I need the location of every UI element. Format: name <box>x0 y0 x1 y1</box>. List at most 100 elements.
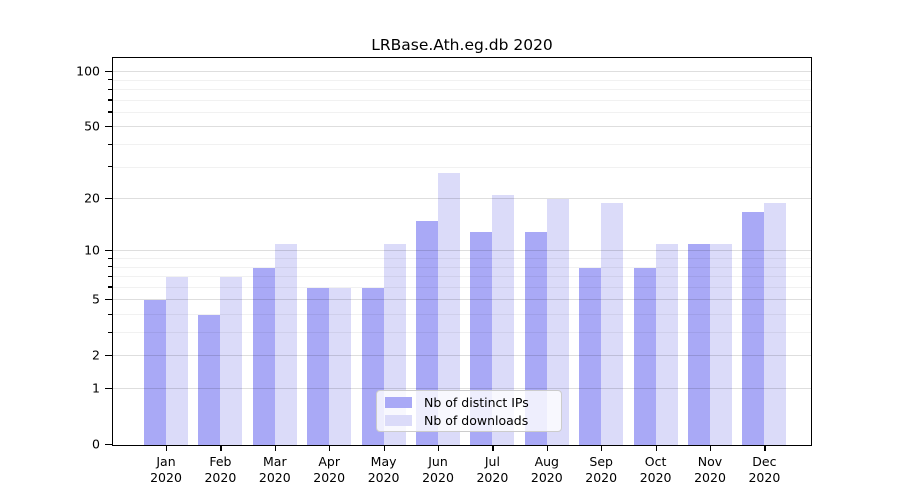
y-tick-mark <box>107 88 112 90</box>
y-tick-mark <box>107 79 112 81</box>
bar-downloads-sep <box>601 203 624 445</box>
gridline-minor <box>113 276 811 278</box>
bar-downloads-mar <box>274 244 297 445</box>
gridline-minor <box>113 314 811 315</box>
bar-downloads-feb <box>220 277 243 445</box>
y-tick-label: 2 <box>92 347 100 363</box>
y-tick-mark <box>104 70 112 73</box>
gridline-minor <box>113 79 811 81</box>
gridline-minor <box>113 89 811 91</box>
x-tick-mark <box>492 445 494 451</box>
legend: Nb of distinct IPs Nb of downloads <box>376 390 562 432</box>
x-tick-mark <box>601 445 603 451</box>
x-tick-label: Oct 2020 <box>639 454 672 485</box>
bar-distinct-ips-jan <box>144 300 166 445</box>
grid-layer <box>113 58 811 445</box>
y-tick-label: 100 <box>76 63 100 79</box>
x-tick-mark <box>166 445 168 451</box>
y-tick-mark <box>104 354 112 357</box>
bar-downloads-dec <box>764 203 787 445</box>
y-tick-label: 50 <box>84 118 100 134</box>
gridline-major <box>113 388 811 390</box>
x-tick-label: Dec 2020 <box>748 454 781 485</box>
legend-item-downloads: Nb of downloads <box>385 413 553 428</box>
x-tick-mark <box>764 445 766 451</box>
gridline-major <box>113 126 811 128</box>
x-tick-mark <box>655 445 657 451</box>
bar-distinct-ips-mar <box>252 267 275 445</box>
y-tick-mark <box>104 197 112 199</box>
bar-distinct-ips-nov <box>688 244 710 445</box>
gridline-minor <box>113 286 811 288</box>
x-tick-label: Jun 2020 <box>422 454 454 485</box>
bar-downloads-jan <box>166 277 188 445</box>
legend-item-distinct-ips: Nb of distinct IPs <box>385 395 553 410</box>
y-tick-mark <box>104 387 112 389</box>
gridline-major <box>113 198 811 200</box>
gridline-major <box>113 299 811 301</box>
legend-label-distinct-ips: Nb of distinct IPs <box>424 394 529 410</box>
x-tick-label: Feb 2020 <box>204 454 237 485</box>
legend-swatch-distinct-ips <box>385 396 412 408</box>
x-tick-label: May 2020 <box>367 454 400 485</box>
x-tick-mark <box>710 445 712 451</box>
x-tick-mark <box>438 445 440 451</box>
bar-distinct-ips-sep <box>579 267 602 445</box>
bar-distinct-ips-oct <box>633 267 656 445</box>
plot-area: Nb of distinct IPs Nb of downloads Jan 20… <box>76 57 812 485</box>
x-tick-mark <box>329 445 331 451</box>
y-tick-label: 5 <box>92 291 100 307</box>
y-tick-mark <box>107 143 112 145</box>
bar-downloads-nov <box>710 244 732 445</box>
bar-downloads-oct <box>655 244 678 445</box>
bar-downloads-jun <box>438 173 460 445</box>
x-tick-label: Nov 2020 <box>694 454 726 485</box>
gridline-minor <box>113 111 811 113</box>
bar-distinct-ips-dec <box>742 211 765 445</box>
y-tick-mark <box>104 125 112 128</box>
y-tick-label: 20 <box>84 190 100 206</box>
legend-swatch-downloads <box>385 414 412 426</box>
gridline-minor <box>113 144 811 146</box>
y-tick-mark <box>107 313 112 315</box>
bar-distinct-ips-feb <box>198 315 221 445</box>
y-tick-mark <box>104 249 112 252</box>
y-tick-mark <box>104 443 112 445</box>
y-tick-mark <box>107 257 112 259</box>
x-tick-label: Sep 2020 <box>585 454 618 485</box>
x-tick-label: Jul 2020 <box>476 454 509 485</box>
gridline-major <box>113 71 811 73</box>
bar-distinct-ips-apr <box>307 287 330 445</box>
x-tick-label: Mar 2020 <box>258 454 291 485</box>
y-tick-mark <box>107 331 112 333</box>
y-tick-mark <box>107 111 112 113</box>
x-tick-mark <box>383 445 385 451</box>
y-tick-mark <box>107 166 112 168</box>
x-tick-label: Apr 2020 <box>313 454 346 485</box>
gridline-minor <box>113 99 811 101</box>
x-tick-mark <box>546 445 549 451</box>
gridline-minor <box>113 266 811 268</box>
gridline-minor <box>113 166 811 168</box>
chart-title: LRBase.Ath.eg.db 2020 <box>371 36 553 54</box>
bar-distinct-ips-jun <box>416 221 438 445</box>
y-tick-label: 1 <box>92 380 100 396</box>
y-tick-mark <box>107 286 112 288</box>
y-tick-mark <box>107 266 112 268</box>
gridline-major <box>113 355 811 357</box>
legend-label-downloads: Nb of downloads <box>424 412 529 428</box>
y-tick-mark <box>107 275 112 277</box>
y-tick-label: 0 <box>92 436 100 452</box>
y-tick-mark <box>107 99 112 101</box>
bar-downloads-aug <box>546 199 569 445</box>
gridline-major <box>113 250 811 252</box>
y-tick-label: 10 <box>84 242 100 258</box>
bar-downloads-jul <box>492 195 515 445</box>
x-tick-label: Jan 2020 <box>150 454 182 485</box>
x-tick-label: Aug 2020 <box>530 454 563 485</box>
bar-downloads-apr <box>329 287 352 445</box>
gridline-minor <box>113 258 811 260</box>
x-tick-mark <box>274 445 277 451</box>
gridline-minor <box>113 332 811 334</box>
